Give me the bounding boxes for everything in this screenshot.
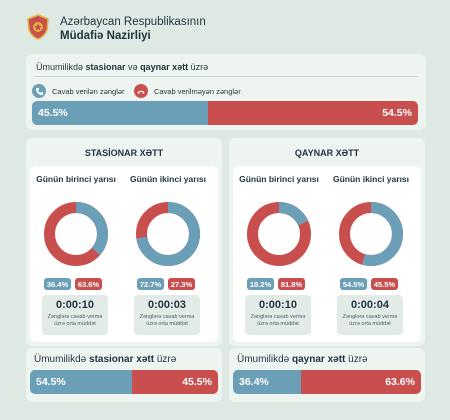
bottom-hotline-bar: 36.4% 63.6% [233, 370, 421, 394]
stationary-panel: STASİONAR XƏTT Günün birinci yarısı Günü… [26, 138, 222, 346]
bottom-stationary-red-segment: 45.5% [132, 370, 218, 394]
ministry-emblem-icon [26, 14, 50, 40]
hotline-second-time-value: 0:00:04 [351, 299, 389, 311]
stationary-first-time-label: Zənglərə cavab vermə üzrə orta müddət [47, 314, 103, 327]
bottom-stationary-panel: Ümumilikdə stasionar xətt üzrə 54.5% 45.… [26, 348, 222, 402]
donut-blue-arc [44, 202, 108, 266]
overall-answered-segment: 45.5% [32, 101, 208, 125]
stationary-first-title: Günün birinci yarısı [36, 174, 116, 184]
overall-panel: Ümumilikdə stasionar və qaynar xətt üzrə… [26, 54, 426, 130]
legend-answered: Cavab verilən zənglər [32, 82, 125, 100]
stationary-second-title: Günün ikinci yarısı [129, 174, 207, 184]
bottom-stationary-bar: 54.5% 45.5% [30, 370, 218, 394]
stationary-title: STASİONAR XƏTT [84, 148, 164, 158]
hotline-second-title: Günün ikinci yarısı [332, 174, 410, 184]
hotline-title: QAYNAR XƏTT [294, 148, 360, 158]
stationary-second-red-pct: 27.3% [168, 278, 195, 290]
phone-answered-icon [32, 84, 46, 98]
header-title-line2: Müdafiə Nazirliyi [60, 30, 151, 42]
donut-blue-arc [136, 202, 200, 266]
donut-blue-arc [247, 202, 311, 266]
stationary-second-time-value: 0:00:03 [148, 299, 186, 311]
stationary-second-donut [136, 202, 200, 266]
hotline-first-blue-pct: 18.2% [247, 278, 274, 290]
bottom-hotline-blue-segment: 36.4% [233, 370, 302, 394]
hotline-card: Günün birinci yarısı Günün ikinci yarısı… [233, 166, 421, 342]
hotline-second-red-pct: 45.5% [371, 278, 398, 290]
stationary-first-red-pct: 63.6% [75, 278, 102, 290]
stationary-first-blue-pct: 36.4% [44, 278, 71, 290]
stationary-second-time: 0:00:03 Zənglərə cavab vermə üzrə orta m… [134, 295, 200, 335]
legend-unanswered: Cavab verilməyən zənglər [134, 82, 241, 100]
overall-divider [34, 76, 418, 77]
bottom-hotline-title: Ümumilikdə qaynar xətt üzrə [237, 354, 368, 365]
bottom-stationary-title: Ümumilikdə stasionar xətt üzrə [34, 354, 177, 365]
bottom-hotline-red-segment: 63.6% [301, 370, 421, 394]
overall-title: Ümumilikdə stasionar və qaynar xətt üzrə [36, 62, 209, 72]
header-title-line1: Azərbaycan Respublikasının [60, 16, 206, 28]
hotline-second-donut [339, 202, 403, 266]
donut-blue-arc [339, 202, 403, 266]
bottom-stationary-blue-segment: 54.5% [30, 370, 133, 394]
legend-unanswered-label: Cavab verilməyən zənglər [154, 86, 241, 96]
stationary-second-time-label: Zənglərə cavab vermə üzrə orta müddət [139, 314, 195, 327]
hotline-second-time: 0:00:04 Zənglərə cavab vermə üzrə orta m… [337, 295, 403, 335]
hotline-second-blue-pct: 54.5% [340, 278, 367, 290]
legend-answered-label: Cavab verilən zənglər [52, 86, 125, 96]
stationary-second-blue-pct: 72.7% [137, 278, 164, 290]
phone-unanswered-icon [134, 84, 148, 98]
hotline-first-time-value: 0:00:10 [259, 299, 297, 311]
overall-bar: 45.5% 54.5% [32, 101, 418, 125]
stationary-first-time-value: 0:00:10 [56, 299, 94, 311]
hotline-first-title: Günün birinci yarısı [239, 174, 319, 184]
stationary-first-time: 0:00:10 Zənglərə cavab vermə üzrə orta m… [42, 295, 108, 335]
hotline-first-red-pct: 81.8% [278, 278, 305, 290]
header: Azərbaycan Respublikasının Müdafiə Nazir… [26, 12, 426, 48]
stationary-first-donut [44, 202, 108, 266]
hotline-panel: QAYNAR XƏTT Günün birinci yarısı Günün i… [229, 138, 425, 346]
bottom-hotline-panel: Ümumilikdə qaynar xətt üzrə 36.4% 63.6% [229, 348, 425, 402]
hotline-first-donut [247, 202, 311, 266]
hotline-first-time-label: Zənglərə cavab vermə üzrə orta müddət [250, 314, 306, 327]
overall-unanswered-segment: 54.5% [207, 101, 418, 125]
hotline-second-time-label: Zənglərə cavab vermə üzrə orta müddət [342, 314, 398, 327]
stationary-card: Günün birinci yarısı Günün ikinci yarısı… [30, 166, 218, 342]
hotline-first-time: 0:00:10 Zənglərə cavab vermə üzrə orta m… [245, 295, 311, 335]
